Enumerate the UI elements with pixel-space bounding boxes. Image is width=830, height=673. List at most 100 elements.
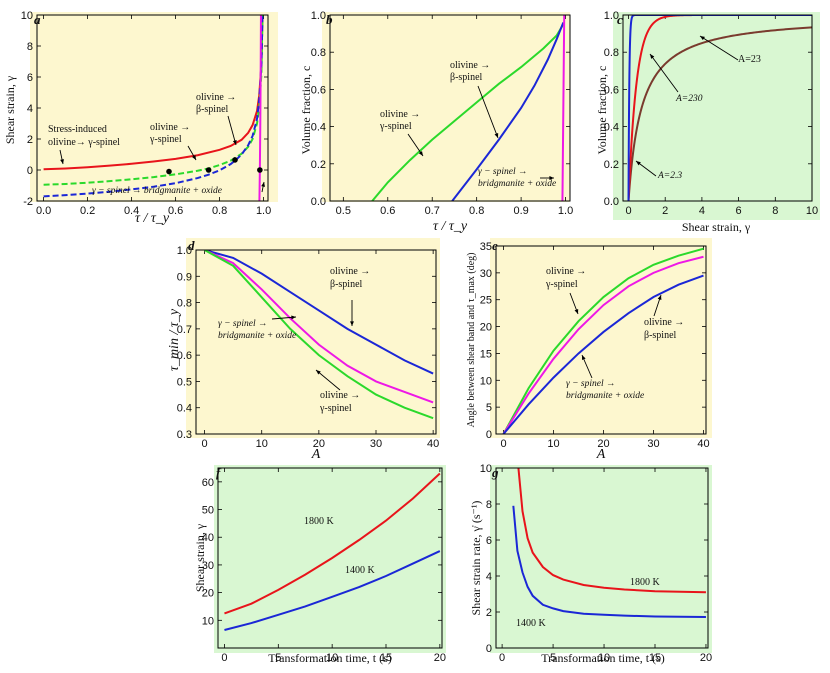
y-axis-label: Shear strain, γ	[3, 75, 17, 144]
annotation-arrowhead	[636, 161, 641, 166]
y-tick-label: 0.5	[177, 376, 192, 388]
annotation-text: bridgmanite + oxide	[566, 391, 644, 401]
y-tick-label: 8	[27, 41, 33, 53]
annotation-text: 1400 K	[345, 565, 376, 576]
x-axis-label: Transformation time, t (s)	[268, 651, 392, 665]
plot-frame	[195, 249, 437, 435]
annotation-arrowhead	[549, 176, 554, 180]
annotation-text: olivine →	[330, 266, 370, 277]
data-point-marker	[232, 157, 238, 163]
y-tick-label: 2	[27, 134, 33, 146]
annotation-text: 1800 K	[304, 516, 335, 527]
chart-e: 0 10 20 30 40 0 5 10 15 20 25 30 35 e	[480, 238, 712, 450]
annotation-text: Stress-induced	[48, 124, 107, 135]
x-tick-label: 0.0	[36, 205, 51, 217]
data-point-marker	[166, 168, 172, 175]
panel-label: e	[492, 238, 498, 253]
annotation-arrowhead	[494, 133, 499, 138]
series-line-a-2-3	[627, 26, 812, 201]
series-line--spinel-bridgmanite-oxide	[561, 15, 566, 201]
y-tick-label: 5	[486, 402, 492, 414]
y-tick-label: 0.7	[177, 324, 192, 336]
annotation-text: olivine →	[450, 60, 490, 71]
x-tick-label: 30	[647, 438, 659, 450]
y-tick-label: 30	[202, 560, 214, 572]
y-tick-label: 4	[27, 103, 33, 115]
x-tick-label: 0.9	[513, 205, 528, 217]
plot-frame	[36, 14, 269, 202]
y-tick-label: 4	[486, 571, 492, 583]
plot-frame	[622, 14, 813, 202]
x-tick-label: 0.8	[469, 205, 484, 217]
annotation-arrowhead	[232, 140, 237, 145]
y-tick-label: 6	[27, 72, 33, 84]
x-tick-label: 0.5	[336, 205, 351, 217]
series-group	[512, 468, 706, 619]
x-tick-label: 40	[427, 438, 439, 450]
x-tick-label: 10	[256, 438, 268, 450]
y-tick-label: 0.6	[177, 350, 192, 362]
y-tick-label: 40	[202, 532, 214, 544]
y-tick-label: 0.0	[311, 196, 326, 208]
annotation-text: olivine →	[380, 109, 420, 120]
series-group	[43, 15, 264, 201]
x-tick-label: 15	[649, 652, 661, 664]
annotation-text: γ-spinel	[545, 279, 578, 290]
x-tick-label: 20	[597, 438, 609, 450]
annotation-text: β-spinel	[450, 72, 483, 83]
y-tick-label: 1.0	[311, 10, 326, 22]
y-tick-label: 0	[486, 429, 492, 441]
y-axis-label: τ_min / τ_y	[167, 308, 182, 371]
y-tick-label: 0.8	[604, 47, 619, 59]
chart-b: 0.5 0.6 0.7 0.8 0.9 1.00.00.20.40.60.81.0 b	[311, 10, 574, 217]
y-tick-label: 10	[202, 615, 214, 627]
y-tick-label: 20	[480, 322, 492, 334]
annotation-arrow	[649, 53, 679, 93]
x-tick-label: 5	[550, 652, 556, 664]
y-tick-label: 0.0	[604, 196, 619, 208]
x-tick-label: 0.2	[80, 205, 95, 217]
series-group	[204, 250, 434, 420]
x-tick-label: 0.6	[380, 205, 395, 217]
x-tick-label: 10	[598, 652, 610, 664]
annotation-arrowhead	[574, 309, 579, 314]
plot-frame	[495, 245, 707, 435]
annotation-text: A=23	[738, 54, 761, 65]
annotation-text: γ − spinel →	[218, 319, 267, 329]
x-tick-label: 20	[313, 438, 325, 450]
series-line-olivine-spinel	[371, 23, 565, 201]
chart-f: 0 5 10 15 20 10 20 30 40 50 60f	[202, 465, 446, 664]
y-tick-label: 1.0	[177, 245, 192, 257]
panel-background	[322, 12, 570, 202]
panel-background	[490, 465, 712, 653]
annotation-arrowhead	[291, 315, 296, 320]
annotation-text: olivine →	[320, 390, 360, 401]
series-line--spinel-bridgmanite-oxide	[502, 255, 704, 434]
y-tick-label: 0.4	[177, 403, 192, 415]
plot-frame	[329, 14, 571, 202]
annotation-text: γ-spinel	[149, 134, 182, 145]
series-line-olivine-spinel	[451, 22, 565, 201]
y-tick-label: 1.0	[604, 10, 619, 22]
series-line-olivine-spinel	[43, 15, 264, 198]
x-tick-label: 0	[202, 438, 208, 450]
x-axis-label: Transformation time, t (s)	[541, 651, 665, 665]
y-tick-label: 10	[21, 10, 33, 22]
x-tick-label: 10	[326, 652, 338, 664]
annotation-arrow	[227, 115, 237, 146]
x-tick-label: 0.8	[212, 205, 227, 217]
annotation-text: bridgmanite + oxide	[218, 331, 296, 341]
x-tick-label: 2	[662, 205, 668, 217]
series-line-olivine-spinel	[204, 250, 434, 375]
x-tick-label: 40	[697, 438, 709, 450]
data-point-marker	[257, 167, 263, 173]
y-tick-label: 25	[480, 295, 492, 307]
series-line-stress-induced-olivine-spinel	[43, 15, 264, 171]
y-tick-label: 0.6	[604, 84, 619, 96]
y-tick-label: 8	[486, 499, 492, 511]
y-tick-label: 0	[486, 643, 492, 655]
panel-label: c	[617, 12, 623, 27]
panel-label: b	[326, 12, 333, 27]
y-tick-label: 30	[480, 268, 492, 280]
